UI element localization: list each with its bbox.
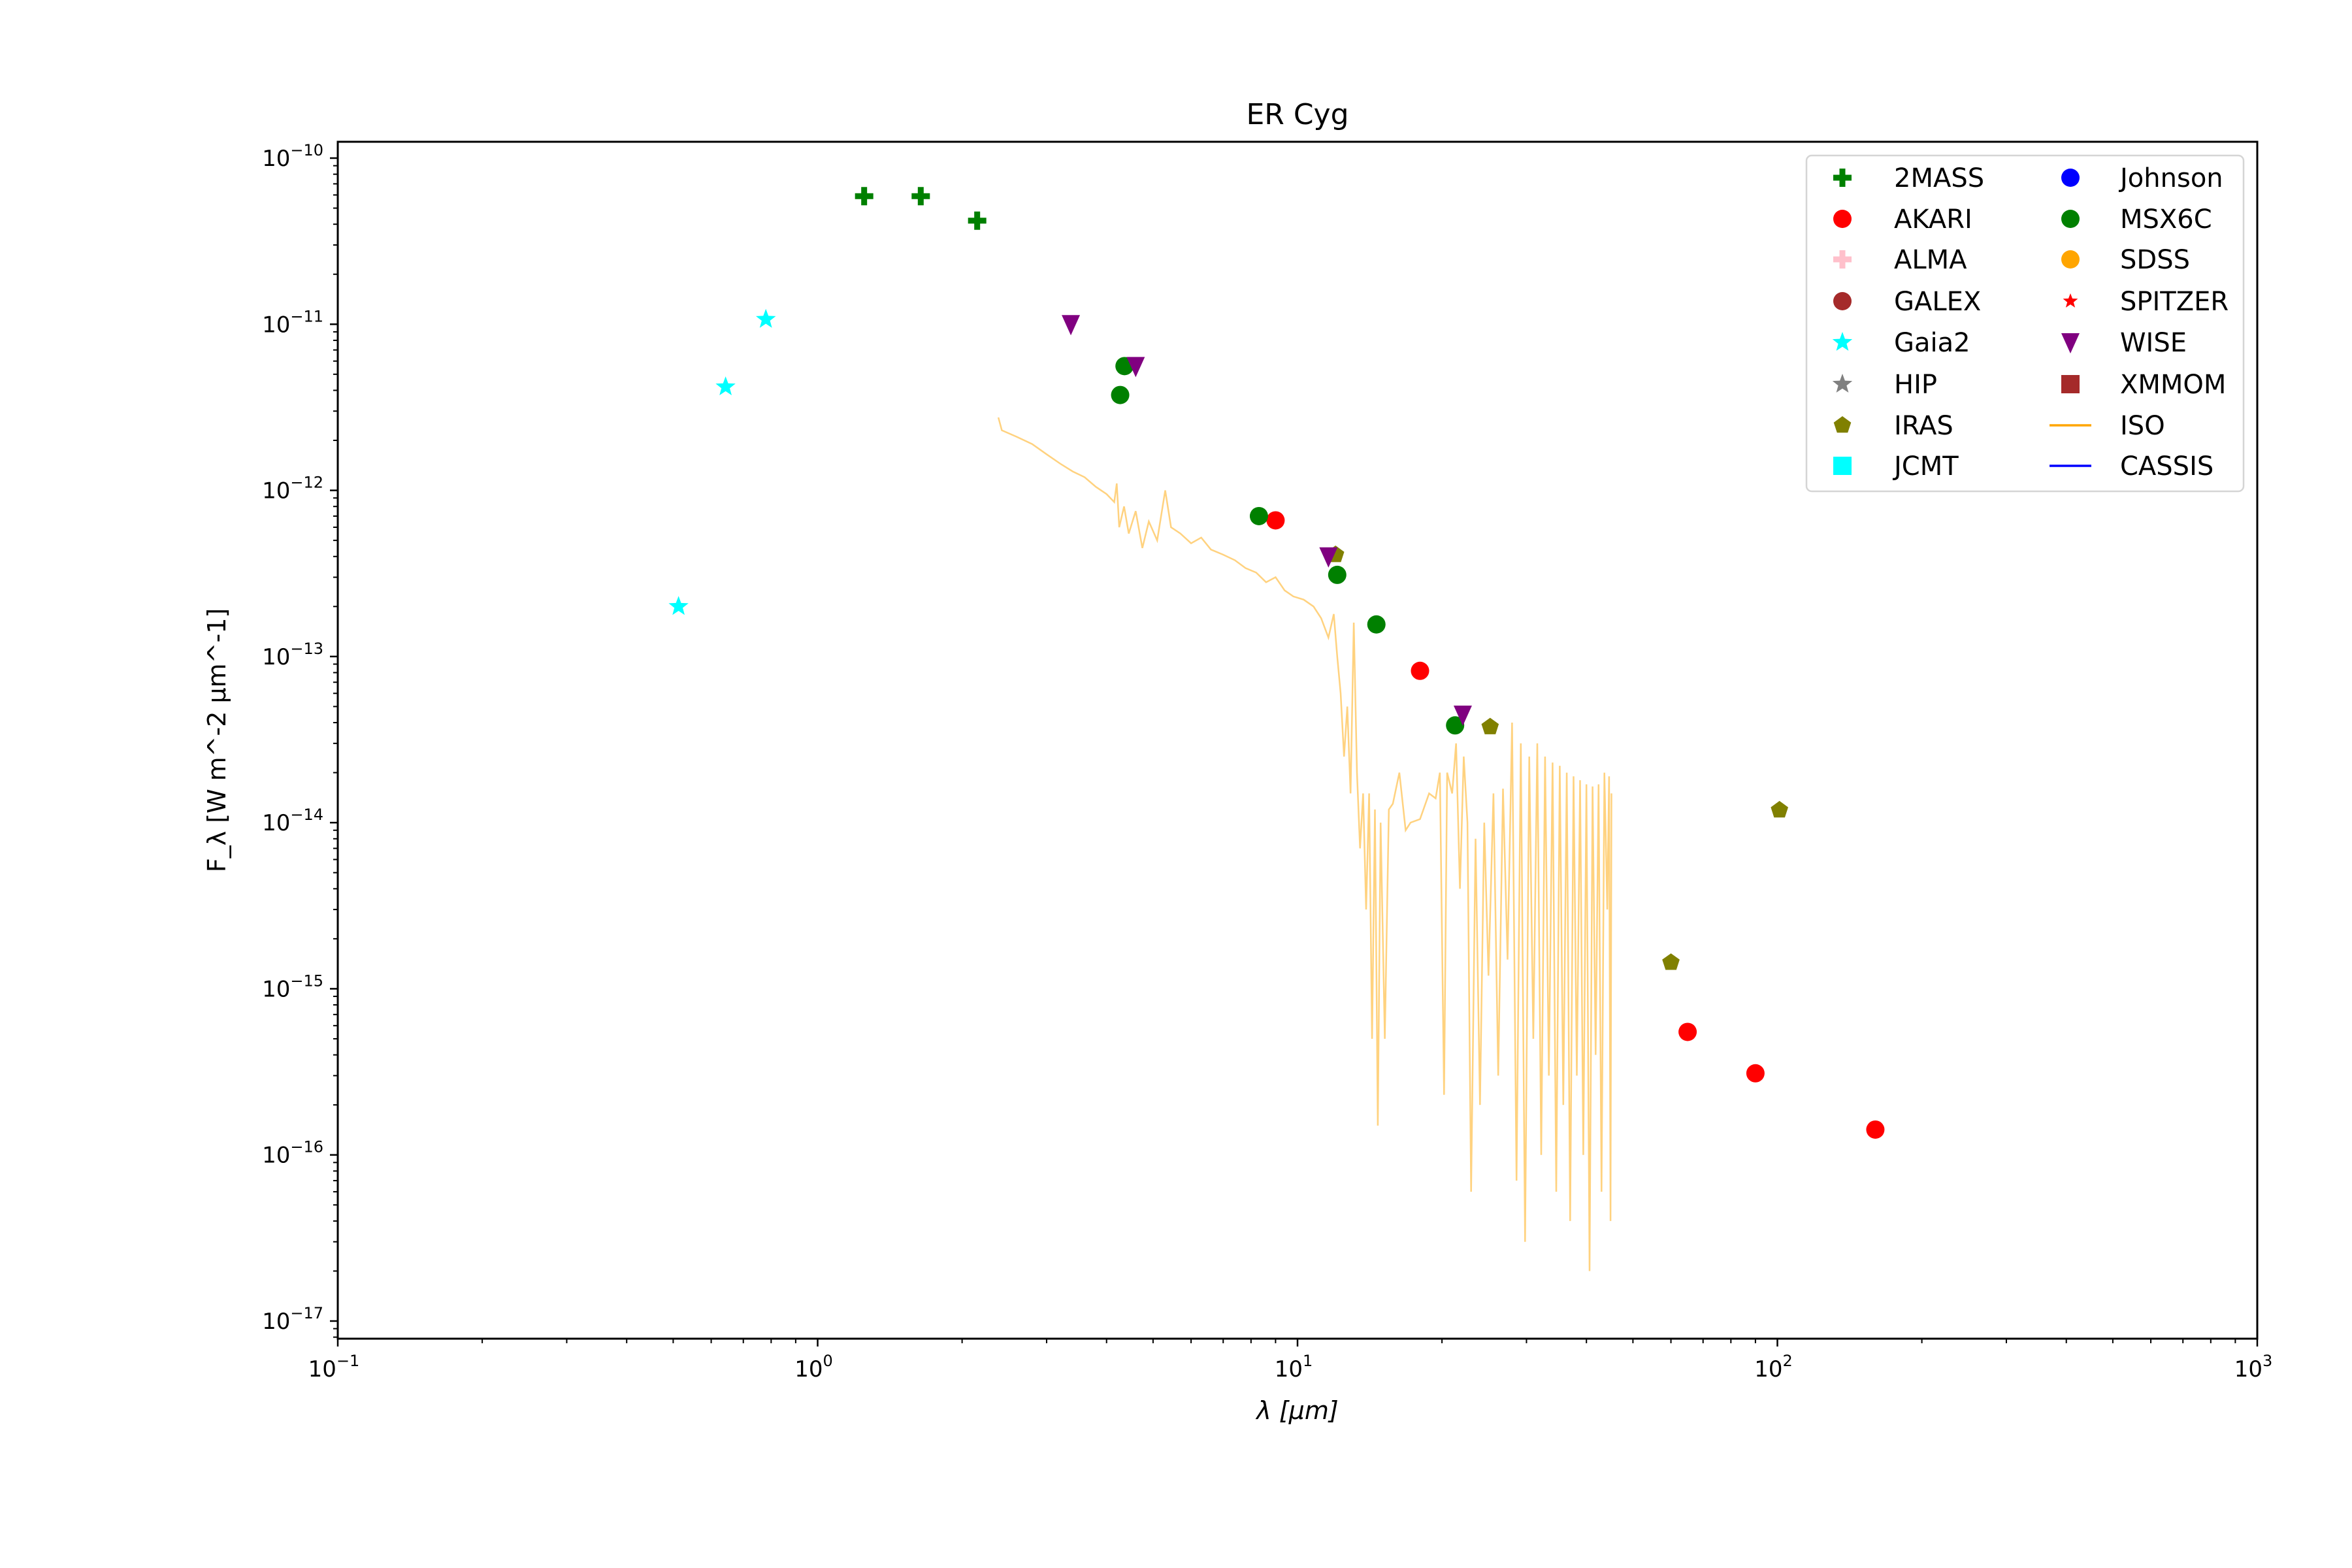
data-point-akari [1411, 661, 1429, 680]
legend-marker-sdss [2061, 250, 2080, 269]
data-point-iras [1481, 717, 1499, 734]
data-point-akari [1746, 1064, 1765, 1083]
legend-marker-johnson [2061, 169, 2080, 187]
series-group [668, 187, 1885, 1271]
data-point-msx6c [1249, 506, 1268, 525]
data-point-msx6c [1367, 615, 1386, 634]
chart-title: ER Cyg [1246, 98, 1348, 131]
x-tick-label: 10−1 [308, 1352, 360, 1382]
data-point-gaia2 [756, 308, 776, 328]
data-point-2mass [968, 211, 987, 230]
y-tick-label: 10−16 [262, 1138, 323, 1169]
data-point-2mass [911, 187, 930, 206]
x-tick-label: 102 [1754, 1352, 1793, 1382]
y-tick-label: 10−17 [262, 1304, 323, 1335]
data-point-wise [1319, 547, 1338, 568]
legend-marker-alma [1833, 250, 1852, 269]
data-point-gaia2 [715, 376, 736, 395]
data-point-wise [1453, 706, 1472, 727]
legend-marker-akari [1833, 210, 1852, 228]
legend: 2MASS AKARI ALMA GALEX Gaia2 HIP IRAS JCMT Johns… [1805, 154, 2245, 493]
legend-label: 2MASS [1894, 163, 1984, 193]
y-tick-label: 10−10 [262, 141, 323, 172]
y-tick-label: 10−14 [262, 806, 323, 836]
data-point-akari [1678, 1022, 1697, 1041]
data-point-wise [1126, 357, 1145, 378]
legend-label: JCMT [1892, 451, 1959, 482]
legend-marker-hip [1832, 374, 1853, 393]
legend-label: WISE [2120, 328, 2187, 358]
legend-label: SDSS [2120, 245, 2190, 275]
y-axis-label: F_λ [W m^-2 μm^-1] [203, 608, 231, 872]
legend-marker-msx6c [2061, 210, 2080, 228]
y-tick-label: 10−15 [262, 972, 323, 1002]
data-point-gaia2 [668, 596, 689, 615]
data-point-akari [1866, 1120, 1885, 1139]
y-tick-label: 10−12 [262, 474, 323, 504]
data-point-iras [1662, 953, 1680, 970]
legend-marker-wise [2061, 333, 2080, 353]
data-point-akari [1266, 511, 1285, 530]
legend-marker-2mass [1833, 169, 1852, 187]
legend-label: CASSIS [2120, 451, 2213, 482]
data-point-2mass [855, 187, 874, 206]
y-tick-label: 10−13 [262, 640, 323, 670]
series-line-iso [997, 417, 1612, 1271]
legend-label: MSX6C [2120, 204, 2212, 235]
data-point-msx6c [1328, 565, 1347, 584]
legend-box [1805, 154, 2245, 493]
legend-marker-spitzer [2063, 293, 2078, 308]
axis-ticks: 10−1 100 101 102 103 10−10 10−11 10−12 10−13 10−1… [262, 141, 2272, 1382]
plot-area [668, 187, 1885, 1271]
data-point-iras [1771, 800, 1788, 818]
data-point-wise [1062, 315, 1081, 336]
legend-label: IRAS [1894, 411, 1953, 441]
legend-label: Johnson [2118, 163, 2223, 193]
legend-marker-galex [1833, 292, 1852, 310]
legend-marker-gaia2 [1832, 332, 1853, 351]
legend-label: SPITZER [2120, 287, 2229, 317]
legend-label: ALMA [1894, 245, 1967, 275]
x-tick-label: 100 [794, 1352, 833, 1382]
y-tick-label: 10−11 [262, 307, 323, 338]
legend-marker-xmmom [2061, 375, 2080, 393]
x-tick-label: 101 [1275, 1352, 1313, 1382]
legend-label: HIP [1894, 370, 1937, 400]
data-point-msx6c [1111, 385, 1130, 404]
data-point-msx6c [1446, 716, 1465, 735]
legend-label: AKARI [1894, 204, 1972, 235]
legend-label: XMMOM [2120, 370, 2226, 400]
legend-marker-iras [1833, 416, 1852, 433]
legend-marker-jcmt [1833, 457, 1852, 475]
x-axis-label: λ [μm] [1255, 1396, 1338, 1425]
legend-label: Gaia2 [1894, 328, 1970, 358]
legend-label: ISO [2120, 411, 2165, 441]
x-tick-label: 103 [2234, 1352, 2273, 1382]
legend-label: GALEX [1894, 287, 1981, 317]
